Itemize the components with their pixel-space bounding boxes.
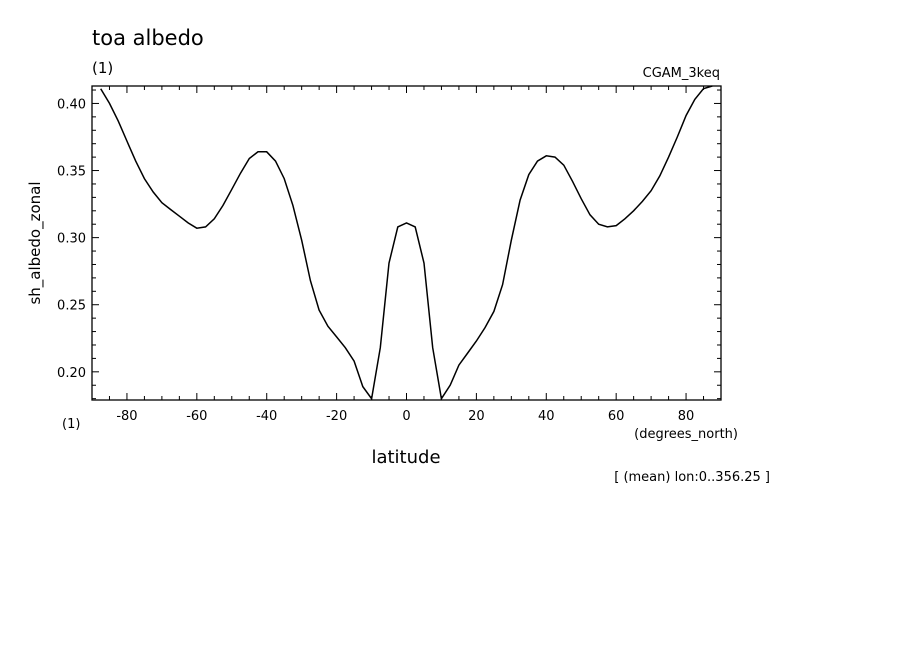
series-line — [100, 85, 713, 401]
series-group — [100, 85, 713, 401]
y-axis-label: sh_albedo_zonal — [26, 181, 45, 304]
x-tick-label: 80 — [678, 409, 695, 424]
x-tick-label: 40 — [538, 409, 555, 424]
title-index: (1) — [92, 59, 113, 77]
x-tick-label: 20 — [468, 409, 485, 424]
y-tick-label: 0.40 — [57, 97, 86, 112]
x-tick-label: -20 — [326, 409, 347, 424]
x-tick-label: 0 — [402, 409, 410, 424]
chart-title: toa albedo — [92, 26, 204, 50]
dataset-label: CGAM_3keq — [643, 66, 720, 81]
x-axis-label: latitude — [371, 447, 440, 468]
footnote: [ (mean) lon:0..356.25 ] — [614, 470, 770, 485]
y-index-label: (1) — [62, 417, 80, 432]
y-axis-ticks: 0.20 0.25 0.30 0.35 0.40 — [57, 89, 721, 400]
x-axis-units: (degrees_north) — [634, 427, 738, 442]
y-tick-label: 0.35 — [57, 165, 86, 180]
x-tick-label: -40 — [256, 409, 277, 424]
plot-border — [91, 85, 722, 401]
plot-frame — [91, 85, 722, 401]
y-tick-label: 0.20 — [57, 366, 86, 381]
x-tick-label: -80 — [116, 409, 137, 424]
x-tick-label: -60 — [186, 409, 207, 424]
x-axis-ticks: -80 -60 -40 -20 0 20 40 60 80 — [108, 86, 705, 424]
x-tick-label: 60 — [608, 409, 625, 424]
y-tick-label: 0.25 — [57, 299, 86, 314]
y-tick-label: 0.30 — [57, 232, 86, 247]
